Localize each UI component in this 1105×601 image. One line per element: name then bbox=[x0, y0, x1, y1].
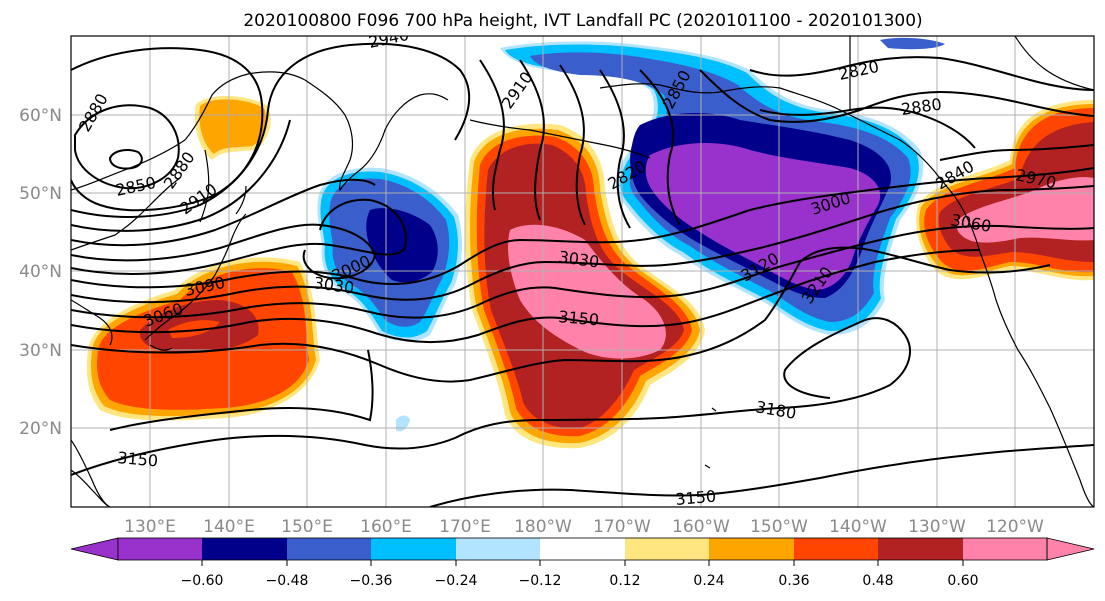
map-panel: 2940 2880 2850 2880 2910 2910 2850 2820 … bbox=[71, 36, 1094, 509]
coast-namerica bbox=[934, 36, 1094, 507]
coast-hawaii bbox=[704, 407, 717, 469]
lon-label: 120°W bbox=[986, 517, 1044, 537]
colorbar-tick-label: 0.60 bbox=[947, 573, 978, 589]
contour-line bbox=[71, 198, 407, 275]
contour-line bbox=[71, 246, 1051, 383]
colorbar-ticks bbox=[201, 560, 964, 566]
graticule bbox=[71, 36, 1094, 507]
ivt-shade bbox=[880, 37, 945, 50]
colorbar-tick-label: 0.48 bbox=[862, 573, 893, 589]
lon-label: 180°W bbox=[514, 517, 572, 537]
colorbar-segment bbox=[963, 538, 1047, 560]
colorbar-tick-label: −0.48 bbox=[266, 573, 309, 589]
lon-axis-labels: 130°E 140°E 150°E 160°E 170°E 180°W 170°… bbox=[124, 517, 1044, 537]
ivt-positive-north bbox=[194, 95, 271, 160]
coast-aleutians bbox=[469, 119, 651, 159]
colorbar-extend-high bbox=[1046, 537, 1095, 561]
ivt-shade bbox=[396, 415, 410, 432]
contour-line bbox=[429, 444, 1094, 507]
colorbar-segment bbox=[794, 538, 878, 560]
colorbar-segment bbox=[202, 538, 287, 560]
colorbar-segment bbox=[540, 538, 625, 560]
ivt-positive-central bbox=[465, 123, 705, 449]
contour-line bbox=[71, 249, 981, 344]
colorbar-tick-label: 0.36 bbox=[778, 573, 809, 589]
lon-label: 140°E bbox=[203, 517, 255, 537]
colorbar-tick-label: −0.12 bbox=[519, 573, 562, 589]
lat-label: 50°N bbox=[19, 184, 62, 204]
coast-asia bbox=[71, 71, 306, 507]
coast-sakhalin bbox=[199, 149, 210, 223]
contour-line bbox=[71, 224, 1094, 319]
ivt-shade bbox=[168, 320, 220, 338]
contour-line bbox=[71, 185, 1094, 304]
colorbar-segment bbox=[709, 538, 794, 560]
colorbar-extend-low bbox=[70, 537, 119, 561]
contour-line bbox=[71, 42, 471, 218]
coast-alaska bbox=[599, 36, 936, 173]
contour-line bbox=[71, 178, 376, 247]
lat-label: 40°N bbox=[19, 262, 62, 282]
ivt-shade bbox=[645, 143, 881, 290]
lat-label: 20°N bbox=[19, 419, 62, 439]
contour-line bbox=[479, 56, 1094, 229]
colorbar-segment bbox=[118, 538, 202, 560]
map-title: 2020100800 F096 700 hPa height, IVT Land… bbox=[243, 11, 922, 31]
colorbar-segment bbox=[878, 538, 963, 560]
ivt-shade bbox=[199, 99, 267, 154]
contour-label: 3150 bbox=[558, 307, 600, 329]
contour-line bbox=[71, 119, 291, 232]
lon-label: 160°E bbox=[360, 517, 412, 537]
contour-line bbox=[71, 47, 264, 212]
contour-line bbox=[74, 104, 180, 190]
contour-line bbox=[109, 349, 374, 431]
colorbar-tick-label: 0.24 bbox=[693, 573, 724, 589]
contour-line bbox=[71, 167, 1094, 289]
lon-label: 140°W bbox=[829, 517, 887, 537]
contour-line bbox=[71, 223, 377, 280]
lon-label: 160°W bbox=[672, 517, 730, 537]
colorbar-segment bbox=[625, 538, 709, 560]
lon-label: 150°E bbox=[281, 517, 333, 537]
colorbar-tick-label: −0.24 bbox=[435, 573, 478, 589]
contour-label: 3150 bbox=[117, 448, 159, 470]
lat-label: 60°N bbox=[19, 106, 62, 126]
contour-line bbox=[71, 317, 911, 476]
lat-axis-labels: 60°N 50°N 40°N 30°N 20°N bbox=[19, 106, 62, 439]
colorbar-tick-label: −0.60 bbox=[181, 573, 224, 589]
ivt-negative-east bbox=[500, 37, 945, 335]
colorbar: −0.60 −0.48 −0.36 −0.24 −0.12 0.12 0.24 … bbox=[70, 537, 1095, 589]
colorbar-segment bbox=[371, 538, 456, 560]
colorbar-segment bbox=[287, 538, 371, 560]
colorbar-segment bbox=[456, 538, 540, 560]
coast-philippines bbox=[71, 469, 111, 507]
lon-label: 170°W bbox=[593, 517, 651, 537]
colorbar-tick-label: 0.12 bbox=[609, 573, 640, 589]
lon-label: 130°E bbox=[124, 517, 176, 537]
lon-label: 170°E bbox=[439, 517, 491, 537]
contour-line bbox=[108, 149, 143, 170]
colorbar-outline bbox=[117, 537, 1048, 561]
lon-label: 130°W bbox=[908, 517, 966, 537]
contour-label: 3150 bbox=[675, 487, 717, 509]
colorbar-tick-label: −0.36 bbox=[350, 573, 393, 589]
ivt-shade bbox=[529, 330, 610, 393]
lon-label: 150°W bbox=[750, 517, 808, 537]
map-frame bbox=[70, 35, 1095, 508]
lat-label: 30°N bbox=[19, 341, 62, 361]
coast-japan bbox=[144, 185, 247, 351]
height-contours bbox=[71, 42, 1094, 507]
ivt-shade bbox=[366, 208, 438, 283]
